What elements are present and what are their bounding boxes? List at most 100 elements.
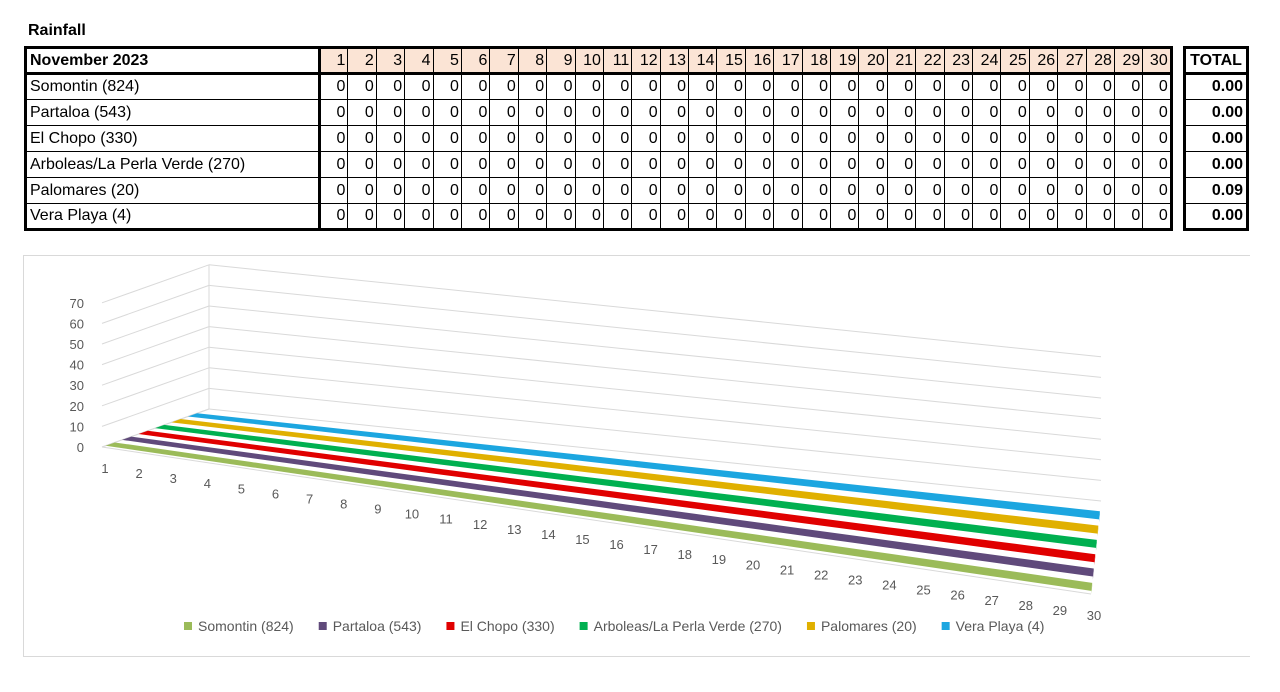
series-ribbon [138,430,1096,563]
x-tick-label: 11 [439,512,453,527]
rain-value: 0 [574,99,604,126]
rain-value: 0 [971,125,1002,152]
rain-value: 0 [432,125,462,152]
gridline [208,387,1102,481]
rain-value: 0 [1085,73,1115,100]
legend-entry: Palomares (20) [821,618,917,634]
rain-value: 0 [801,99,832,126]
table-row: Partaloa (543) 0 0 0 0 0 0 0 0 0 0 0 0 0 0 0 0 0 0 0 0 0 0 0 0 0 0… [25,99,1172,126]
table-header-row: November 2023 1 2 3 4 5 6 7 8 9 10 11 12 13 14 15 16 17 18… [25,47,1172,75]
rain-value: 0 [943,73,973,100]
series-ribbon-end [1091,582,1093,594]
day-header: 13 [659,47,690,75]
rain-value: 0 [1057,125,1087,152]
rain-value: 0 [631,151,661,178]
rain-value: 0 [347,73,377,100]
rain-value: 0 [1028,177,1059,204]
rain-value: 0 [773,73,803,100]
rain-value: 0 [318,203,349,230]
day-header: 4 [404,47,434,75]
day-header: 26 [1028,47,1059,75]
x-tick-label: 1 [101,461,108,476]
x-tick-label: 4 [204,476,211,491]
rain-value: 0 [716,151,746,178]
series-ribbon-end [1094,554,1096,566]
x-tick-label: 25 [916,583,930,598]
x-tick-label: 24 [882,578,896,593]
total-table: TOTAL 0.00 0.00 0.00 0.00 0.09 0.00 [1183,46,1249,231]
rain-value: 0 [375,73,406,100]
day-header: 14 [688,47,718,75]
rain-value: 0 [688,99,718,126]
gridline [208,408,1102,502]
rain-value: 0 [375,125,406,152]
gridline [208,284,1102,378]
rain-value: 0 [688,151,718,178]
rain-value: 0 [546,151,576,178]
rain-value: 0 [574,125,604,152]
rainfall-table: November 2023 1 2 3 4 5 6 7 8 9 10 11 12 13 14 15 16 17 18… [24,46,1173,231]
day-header: 8 [517,47,548,75]
series-ribbon-end [1095,539,1097,551]
rain-value: 0 [489,73,519,100]
rain-value: 0 [1113,125,1144,152]
rain-value: 0 [801,125,832,152]
series-ribbon-end [1099,511,1100,523]
series-ribbon [105,442,1093,591]
rain-value: 0 [1085,99,1115,126]
legend-swatch [318,622,327,630]
rain-value: 0 [1085,125,1115,152]
rain-value: 0 [602,73,633,100]
rain-value: 0 [744,177,775,204]
y-tick-label: 10 [70,419,84,434]
rain-value: 0 [347,203,377,230]
rain-value: 0 [318,125,349,152]
rain-value: 0 [659,73,690,100]
gridline [208,346,1102,440]
x-tick-label: 17 [643,542,657,557]
rain-value: 0 [460,125,491,152]
table-row: Arboleas/La Perla Verde (270) 0 0 0 0 0 0 0 0 0 0 0… [25,151,1172,178]
rain-value: 0 [943,125,973,152]
series-ribbon-end [1097,525,1099,537]
rain-value: 0 [631,125,661,152]
rain-value: 0 [1057,151,1087,178]
rain-value: 0 [858,99,888,126]
rain-value: 0 [1057,177,1087,204]
side-gridline [101,284,210,324]
rain-value: 0 [432,203,462,230]
rain-value: 0 [744,125,775,152]
total-row: 0.09 [1184,177,1248,204]
rain-value: 0 [744,73,775,100]
rain-value: 0 [1057,73,1087,100]
x-tick-label: 20 [746,557,760,572]
chart-area: 0 10 20 30 40 50 60 70 1 2 3 4 5 6 7 8 9 10 11 12 13 14 15 16 17… [23,255,1250,657]
rain-value: 0 [1142,203,1172,230]
rain-value: 0 [1113,99,1144,126]
x-tick-label: 18 [678,547,692,562]
rain-value: 0 [1113,151,1144,178]
rain-value: 0 [1000,151,1030,178]
rain-value: 0 [1057,203,1087,230]
x-tick-label: 23 [848,573,862,588]
rain-value: 0 [1028,203,1059,230]
rain-value: 0 [1142,73,1172,100]
rain-value: 0 [574,73,604,100]
rain-value: 0 [489,203,519,230]
rain-value: 0 [830,73,860,100]
total-value: 0.00 [1184,203,1248,230]
day-header: 18 [801,47,832,75]
x-tick-label: 19 [712,552,726,567]
rain-value: 0 [915,151,945,178]
rain-value: 0 [886,73,917,100]
rain-value: 0 [830,177,860,204]
station-name: Palomares (20) [25,177,321,204]
rain-value: 0 [688,203,718,230]
rain-value: 0 [489,125,519,152]
rain-value: 0 [773,125,803,152]
rain-value: 0 [773,151,803,178]
rain-value: 0 [318,151,349,178]
rain-value: 0 [432,151,462,178]
x-tick-label: 26 [950,588,964,603]
rain-value: 0 [1000,125,1030,152]
